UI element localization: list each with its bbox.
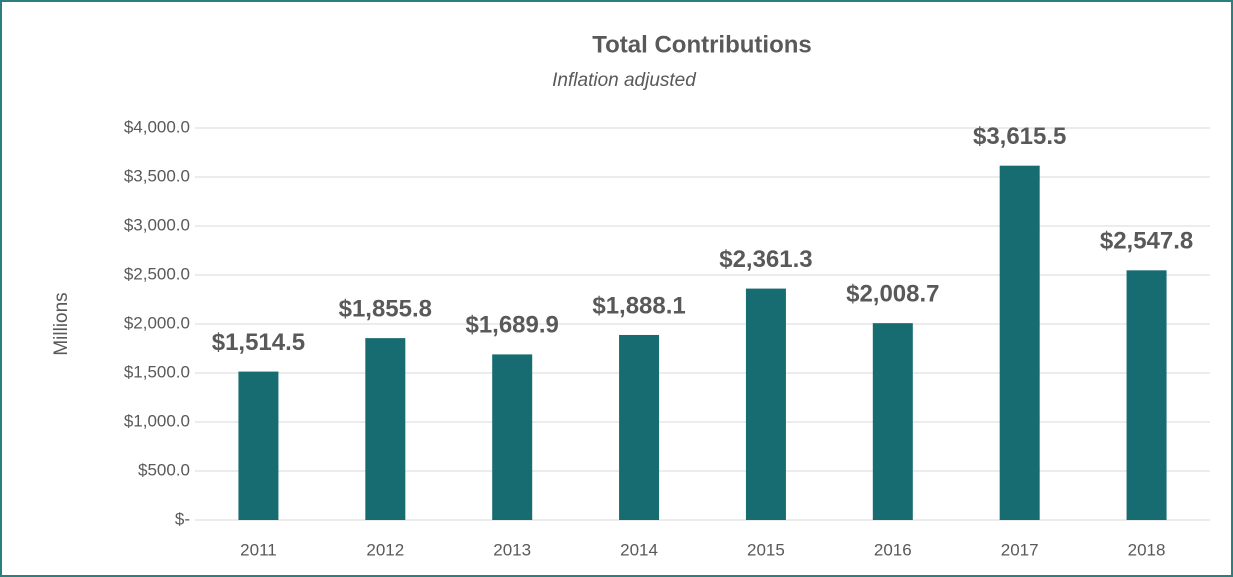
data-label: $2,547.8 [1100,228,1193,255]
data-label: $1,689.9 [465,312,558,339]
bar [999,165,1040,520]
y-tick-label: $2,000.0 [124,313,190,332]
y-tick-label: $- [175,509,190,528]
x-tick-label: 2011 [240,540,277,559]
data-label: $1,855.8 [339,295,432,322]
x-tick-label: 2015 [747,540,785,559]
bar [492,354,533,520]
bar [1126,270,1167,520]
bar [619,334,660,520]
y-tick-label: $1,000.0 [124,411,190,430]
data-label: $2,361.3 [719,246,812,273]
x-tick-label: 2017 [1001,540,1039,559]
bar [238,371,279,520]
y-tick-label: $3,000.0 [124,215,190,234]
chart-subtitle: Inflation adjusted [552,70,697,91]
bar [745,288,786,520]
y-tick-label: $3,500.0 [124,166,190,185]
data-label: $1,514.5 [212,329,305,356]
data-label: $1,888.1 [592,292,685,319]
x-tick-label: 2016 [874,540,912,559]
data-label: $2,008.7 [846,280,939,307]
chart-title: Total Contributions [592,31,812,58]
data-label: $3,615.5 [973,123,1066,150]
y-tick-label: $500.0 [138,460,190,479]
bar [872,323,913,520]
bar [365,338,406,520]
x-tick-label: 2018 [1128,540,1166,559]
y-tick-label: $1,500.0 [124,362,190,381]
y-tick-label: $4,000.0 [124,117,190,136]
x-tick-label: 2013 [493,540,531,559]
x-tick-label: 2012 [366,540,404,559]
y-axis-label: Millions [51,292,72,355]
x-tick-label: 2014 [620,540,658,559]
y-tick-label: $2,500.0 [124,264,190,283]
